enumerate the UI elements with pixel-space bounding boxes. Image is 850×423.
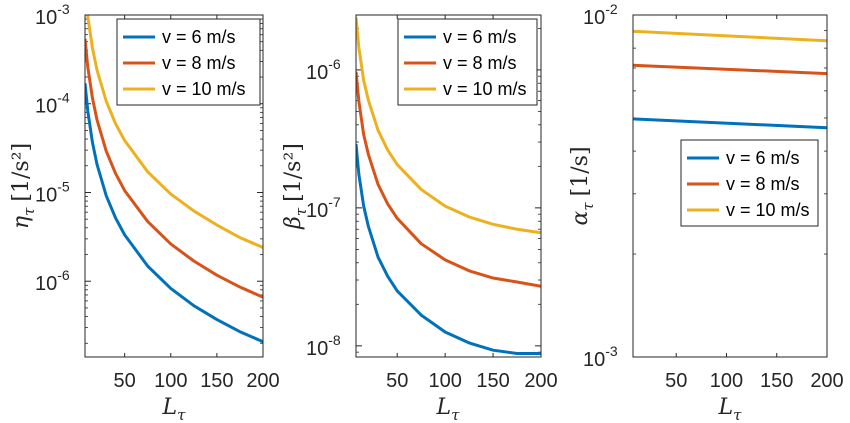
y-tick-base: 10 — [583, 7, 605, 29]
y-tick-exponent: -8 — [328, 332, 341, 348]
y-tick-exponent: -4 — [57, 90, 70, 106]
y-tick-exponent: -6 — [57, 267, 70, 283]
x-axis-label-main: L — [718, 395, 734, 420]
y-axis-label: βτ [1/s²] — [281, 143, 310, 230]
axes-frame — [632, 14, 828, 358]
y-label-unit: [1/s²] — [281, 143, 306, 202]
x-tick-label: 50 — [386, 370, 408, 392]
y-label-symbol: α — [568, 211, 593, 226]
x-axis-label: Lτ — [162, 395, 187, 423]
series-line-2 — [85, 38, 263, 299]
legend-label: v = 10 m/s — [443, 79, 527, 99]
series-line-2 — [356, 71, 541, 288]
x-tick-label: 200 — [246, 370, 279, 392]
y-tick-label: 10-3 — [583, 343, 618, 371]
x-axis-label-main: L — [436, 395, 452, 420]
legend-label: v = 6 m/s — [162, 27, 236, 47]
legend-label: v = 8 m/s — [443, 53, 517, 73]
y-tick-label: 10-2 — [583, 1, 618, 29]
x-axis-label-sub: τ — [733, 406, 742, 423]
x-tick-label: 100 — [710, 370, 743, 392]
series-line-3 — [633, 29, 827, 43]
y-axis-label-text: ατ [1/s] — [568, 146, 597, 225]
x-tick-label: 200 — [524, 370, 557, 392]
x-tick-label: 100 — [428, 370, 461, 392]
y-tick-label: 10-5 — [35, 178, 70, 206]
series-line-3 — [356, 17, 541, 235]
y-label-sub: τ — [20, 207, 38, 216]
y-tick-label: 10-7 — [306, 194, 341, 222]
y-tick-base: 10 — [306, 62, 328, 84]
y-label-symbol: η — [9, 216, 34, 229]
legend: v = 6 m/s v = 8 m/s v = 10 m/s — [116, 18, 261, 106]
legend-label: v = 8 m/s — [162, 53, 236, 73]
series-line-1 — [633, 117, 827, 130]
axes-frame — [355, 14, 542, 358]
y-tick-base: 10 — [583, 349, 605, 371]
legend-label: v = 10 m/s — [162, 79, 246, 99]
y-label-unit: [1/s²] — [9, 143, 34, 202]
series-line-3 — [86, 15, 263, 249]
y-tick-base: 10 — [306, 338, 328, 360]
y-tick-exponent: -2 — [605, 1, 618, 17]
y-tick-label: 10-3 — [35, 1, 70, 29]
x-axis-label-sub: τ — [451, 406, 460, 423]
y-axis-label: ητ [1/s²] — [9, 143, 38, 229]
y-tick-exponent: -5 — [57, 178, 70, 194]
x-axis-label-main: L — [162, 395, 178, 420]
x-tick-label: 150 — [200, 370, 233, 392]
series-line-2 — [633, 63, 827, 76]
y-label-symbol: β — [281, 216, 306, 230]
legend-label: v = 8 m/s — [726, 174, 800, 194]
x-axis-label: Lτ — [718, 395, 743, 423]
legend-label: v = 6 m/s — [726, 148, 800, 168]
legend-label: v = 10 m/s — [726, 200, 810, 220]
legend: v = 6 m/s v = 8 m/s v = 10 m/s — [397, 18, 538, 106]
x-tick-label: 50 — [114, 370, 136, 392]
y-tick-exponent: -3 — [605, 343, 618, 359]
series-line-1 — [85, 83, 263, 344]
x-axis-label-sub: τ — [177, 406, 186, 423]
y-tick-label: 10-4 — [35, 90, 70, 118]
y-tick-base: 10 — [35, 184, 57, 206]
y-tick-base: 10 — [35, 7, 57, 29]
x-tick-label: 150 — [476, 370, 509, 392]
y-tick-base: 10 — [35, 96, 57, 118]
y-axis-label-text: βτ [1/s²] — [281, 143, 310, 230]
x-tick-label: 150 — [760, 370, 793, 392]
y-axis-label: ατ [1/s] — [568, 146, 597, 225]
y-tick-label: 10-8 — [306, 332, 341, 360]
y-label-sub: τ — [292, 207, 310, 216]
y-axis-label-text: ητ [1/s²] — [9, 143, 38, 229]
y-tick-exponent: -7 — [328, 194, 341, 210]
y-label-sub: τ — [579, 202, 597, 211]
y-tick-base: 10 — [306, 200, 328, 222]
y-tick-base: 10 — [35, 273, 57, 295]
axes-frame — [84, 14, 264, 358]
y-tick-label: 10-6 — [306, 56, 341, 84]
y-tick-exponent: -3 — [57, 1, 70, 17]
x-axis-label: Lτ — [436, 395, 461, 423]
x-tick-label: 50 — [665, 370, 687, 392]
x-tick-label: 200 — [810, 370, 843, 392]
legend: v = 6 m/s v = 8 m/s v = 10 m/s — [680, 139, 819, 227]
series-line-1 — [356, 143, 541, 355]
legend-label: v = 6 m/s — [443, 27, 517, 47]
y-tick-exponent: -6 — [328, 56, 341, 72]
y-tick-label: 10-6 — [35, 267, 70, 295]
x-tick-label: 100 — [154, 370, 187, 392]
y-label-unit: [1/s] — [568, 146, 593, 196]
